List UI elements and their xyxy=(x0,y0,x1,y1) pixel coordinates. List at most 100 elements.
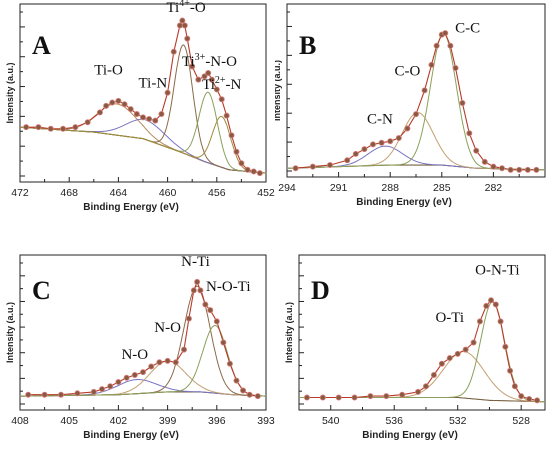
data-point xyxy=(415,388,422,395)
data-point xyxy=(238,160,245,167)
data-point xyxy=(511,383,518,390)
data-point xyxy=(481,158,488,165)
component-peak xyxy=(299,301,546,403)
data-point xyxy=(180,346,187,353)
data-point xyxy=(152,117,159,124)
x-tick-label: 282 xyxy=(485,182,503,194)
data-point xyxy=(74,390,81,397)
data-point xyxy=(103,102,110,109)
data-point xyxy=(518,393,525,400)
panel-svg-c: 408 405 402 399 396 393 Binding Energy (eV) Int… xyxy=(5,254,275,441)
peak-annotation: N-O xyxy=(154,320,181,336)
peak-annotation: O-Ti xyxy=(435,310,464,326)
data-point xyxy=(446,355,453,362)
x-tick-label: 291 xyxy=(330,182,348,194)
data-point xyxy=(158,111,165,118)
data-point xyxy=(244,166,251,173)
x-tick-label: 540 xyxy=(322,415,340,427)
data-point xyxy=(433,42,440,49)
data-point xyxy=(524,166,531,173)
envelope-fit xyxy=(295,32,537,171)
data-point xyxy=(309,163,316,170)
data-point xyxy=(370,141,377,148)
data-point xyxy=(139,369,146,376)
data-point xyxy=(109,99,116,106)
data-point xyxy=(213,86,220,93)
data-point xyxy=(412,111,419,118)
data-point xyxy=(213,318,220,325)
peak-annotation: N-Ti xyxy=(181,254,210,270)
data-point xyxy=(220,339,227,346)
plot-frame xyxy=(298,254,546,411)
data-point xyxy=(107,383,114,390)
data-point xyxy=(184,35,191,42)
data-point xyxy=(452,65,459,72)
data-point xyxy=(378,139,385,146)
data-point xyxy=(72,124,79,131)
x-tick-label: 408 xyxy=(11,415,29,427)
data-point xyxy=(233,377,240,384)
data-point xyxy=(190,287,197,294)
data-point xyxy=(526,395,533,402)
data-point xyxy=(246,391,253,398)
data-point xyxy=(335,394,342,401)
data-point xyxy=(84,119,91,126)
panel-svg-b: 294 291 288 285 282 Binding Energy (eV) Intens… xyxy=(275,3,546,208)
x-axis-label: Binding Energy (eV) xyxy=(362,430,458,441)
peak-annotation: Ti3+-N-O xyxy=(182,52,237,70)
x-tick-label: 396 xyxy=(208,415,226,427)
data-point xyxy=(327,162,334,169)
x-tick-label: 460 xyxy=(159,187,177,199)
x-axis-label: Binding Energy (eV) xyxy=(83,202,179,213)
data-point xyxy=(442,30,449,37)
data-point xyxy=(195,76,202,83)
x-tick-label: 402 xyxy=(110,415,128,427)
data-point xyxy=(466,130,473,137)
x-tick-label: 472 xyxy=(11,187,29,199)
component-peak xyxy=(287,32,545,171)
data-point xyxy=(367,393,374,400)
data-point xyxy=(218,96,225,103)
panel-label: D xyxy=(311,276,330,305)
panel-svg-a: 472 468 464 460 456 452 Binding Energy (eV) Int… xyxy=(5,0,275,213)
panel-label: C xyxy=(32,276,51,305)
x-tick-label: 528 xyxy=(512,415,530,427)
peak-annotation: Ti-N xyxy=(139,75,168,91)
data-point xyxy=(121,101,128,108)
data-point xyxy=(58,391,65,398)
data-point xyxy=(447,42,454,49)
x-tick-label: 393 xyxy=(257,415,275,427)
data-point xyxy=(223,112,230,119)
data-point xyxy=(202,301,209,308)
data-point xyxy=(131,371,138,378)
data-point xyxy=(146,115,153,122)
data-point xyxy=(516,166,523,173)
data-point xyxy=(148,363,155,370)
data-point xyxy=(404,125,411,132)
data-point xyxy=(250,168,257,175)
peak-annotation: Ti4+-O xyxy=(166,0,205,16)
data-point xyxy=(96,109,103,116)
data-point xyxy=(387,138,394,145)
data-point xyxy=(127,106,134,113)
data-point xyxy=(115,97,122,104)
x-tick-label: 288 xyxy=(381,182,399,194)
xps-panel-d: 540 536 532 528 Binding Energy (eV) Intensity… xyxy=(275,233,550,466)
peak-annotation: C-O xyxy=(394,64,420,80)
xps-panel-c: 408 405 402 399 396 393 Binding Energy (eV) Int… xyxy=(0,233,275,466)
data-point xyxy=(90,388,97,395)
data-point xyxy=(344,157,351,164)
data-point xyxy=(172,359,179,366)
xps-panel-a: 472 468 464 460 456 452 Binding Energy (eV) Int… xyxy=(0,0,275,233)
x-tick-label: 464 xyxy=(110,187,128,199)
data-point xyxy=(256,170,263,177)
data-point xyxy=(292,165,299,172)
peak-annotation: N-O xyxy=(121,347,148,363)
y-axis-label: Intensity (a.u.) xyxy=(5,62,15,123)
data-point xyxy=(228,132,235,139)
x-tick-label: 532 xyxy=(449,415,467,427)
envelope-fit xyxy=(26,19,261,174)
data-point xyxy=(35,124,42,131)
data-point xyxy=(205,70,212,77)
data-point xyxy=(507,166,514,173)
